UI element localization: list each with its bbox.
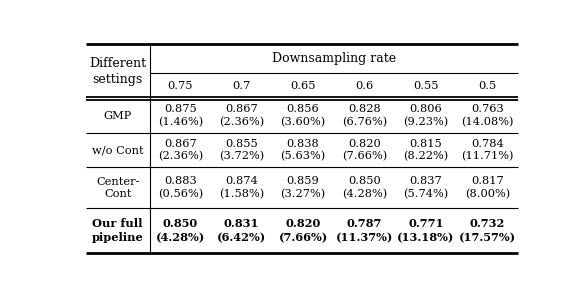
Text: w/o Cont: w/o Cont [92,145,143,155]
Text: 0.867
(2.36%): 0.867 (2.36%) [219,104,264,127]
Text: 0.817
(8.00%): 0.817 (8.00%) [465,176,510,199]
Text: 0.828
(6.76%): 0.828 (6.76%) [342,104,387,127]
Text: 0.831
(6.42%): 0.831 (6.42%) [217,218,266,243]
Text: 0.763
(14.08%): 0.763 (14.08%) [461,104,513,127]
Text: Different
settings: Different settings [89,57,146,86]
Text: 0.867
(2.36%): 0.867 (2.36%) [158,139,203,161]
Text: Downsampling rate: Downsampling rate [272,52,396,65]
Text: 0.838
(5.63%): 0.838 (5.63%) [280,139,326,161]
Text: 0.6: 0.6 [355,81,373,91]
Text: 0.837
(5.74%): 0.837 (5.74%) [403,176,449,199]
Text: 0.856
(3.60%): 0.856 (3.60%) [280,104,326,127]
Text: 0.55: 0.55 [413,81,439,91]
Text: 0.855
(3.72%): 0.855 (3.72%) [219,139,264,161]
Text: 0.7: 0.7 [232,81,251,91]
Text: 0.75: 0.75 [168,81,193,91]
Text: 0.850
(4.28%): 0.850 (4.28%) [342,176,387,199]
Text: 0.850
(4.28%): 0.850 (4.28%) [155,218,205,243]
Text: 0.883
(0.56%): 0.883 (0.56%) [158,176,203,199]
Text: 0.65: 0.65 [290,81,316,91]
Text: 0.820
(7.66%): 0.820 (7.66%) [279,218,328,243]
Text: 0.787
(11.37%): 0.787 (11.37%) [336,218,393,243]
Text: 0.5: 0.5 [478,81,497,91]
Text: 0.875
(1.46%): 0.875 (1.46%) [158,104,203,127]
Text: 0.815
(8.22%): 0.815 (8.22%) [403,139,449,161]
Text: 0.732
(17.57%): 0.732 (17.57%) [459,218,516,243]
Text: 0.784
(11.71%): 0.784 (11.71%) [461,139,513,161]
Text: GMP: GMP [103,111,132,121]
Text: 0.859
(3.27%): 0.859 (3.27%) [280,176,326,199]
Text: 0.771
(13.18%): 0.771 (13.18%) [397,218,454,243]
Text: 0.806
(9.23%): 0.806 (9.23%) [403,104,449,127]
Text: Our full
pipeline: Our full pipeline [92,218,143,243]
Text: Center-
Cont: Center- Cont [96,177,139,199]
Text: 0.874
(1.58%): 0.874 (1.58%) [219,176,264,199]
Text: 0.820
(7.66%): 0.820 (7.66%) [342,139,387,161]
